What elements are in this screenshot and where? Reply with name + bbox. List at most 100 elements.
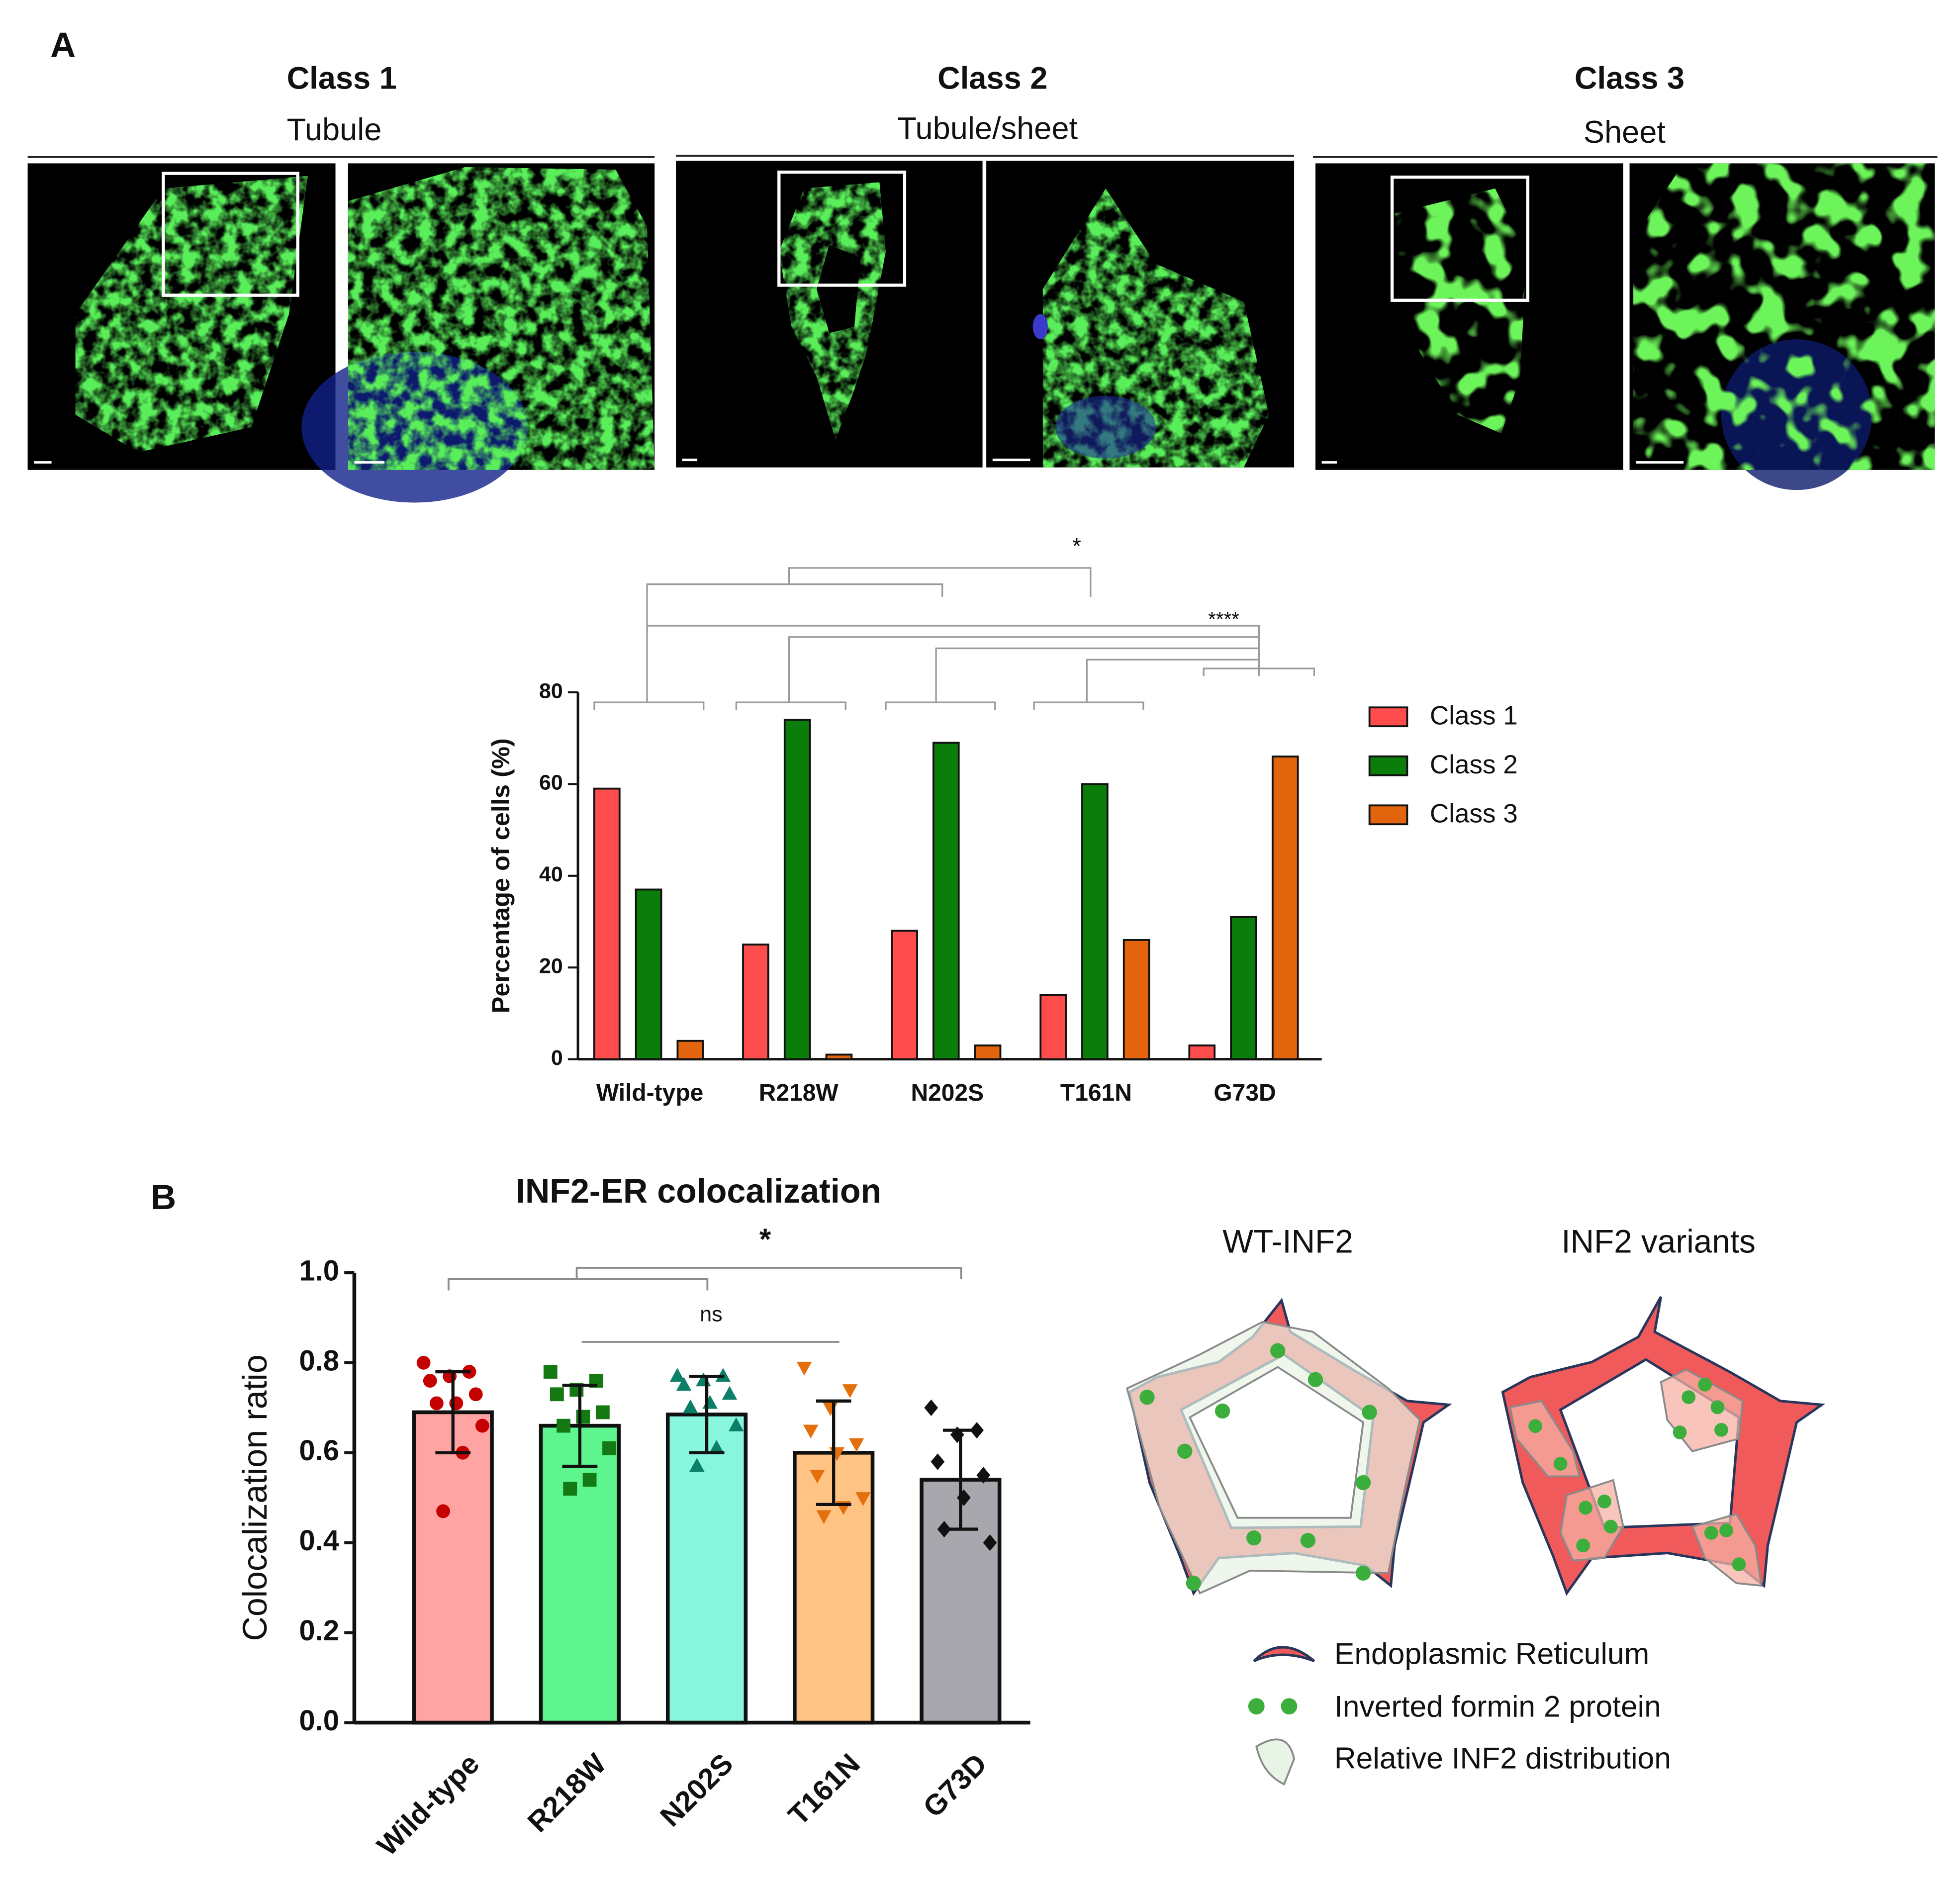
y-tick-label: 40 [539, 862, 563, 886]
cell [1633, 163, 1935, 470]
inf2-distribution [1125, 1321, 1421, 1595]
y-tick-label: 20 [539, 954, 563, 978]
class-subtitle: Tubule/sheet [897, 111, 1078, 146]
y-tick-label: 0.8 [299, 1344, 339, 1377]
point [423, 1374, 437, 1388]
dot [1355, 1475, 1371, 1491]
cell [348, 167, 655, 470]
bar [665, 1413, 748, 1725]
legend-dot-icon [1281, 1698, 1298, 1715]
class-title: Class 1 [287, 61, 397, 95]
dot [1246, 1530, 1262, 1546]
point [696, 1372, 711, 1387]
dot [1681, 1390, 1696, 1405]
dot [1300, 1533, 1316, 1548]
microscopy-headers: Class 1 Tubule Class 2 Tubule/sheet Clas… [27, 61, 1938, 158]
x-tick-label: T161N [782, 1747, 866, 1831]
nucleus [1032, 314, 1048, 340]
x-tick-label: Wild-type [371, 1747, 485, 1862]
point [582, 1473, 597, 1487]
point [728, 1417, 744, 1431]
bar [920, 1478, 1002, 1725]
point [855, 1492, 871, 1506]
y-tick-label: 80 [539, 679, 563, 703]
point [595, 1405, 610, 1419]
bar [974, 1044, 1002, 1060]
point [430, 1396, 444, 1411]
inf2-dots [1139, 1343, 1377, 1591]
zoom-box [162, 172, 299, 297]
point [682, 1399, 698, 1414]
y-tick-label: 1.0 [299, 1254, 339, 1287]
x-tick-label: R218W [521, 1747, 612, 1838]
y-axis-label: Colocalization ratio [236, 1354, 274, 1641]
significance: **** [1208, 608, 1239, 631]
y-axis-label: Percentage of cells (%) [486, 738, 515, 1013]
dot [1579, 1501, 1593, 1515]
dot [1576, 1538, 1590, 1553]
point [416, 1356, 431, 1370]
point [957, 1489, 971, 1506]
legend-label: Class 2 [1430, 750, 1518, 779]
point [689, 1458, 705, 1472]
dot [1214, 1403, 1230, 1419]
class-subtitle: Tubule [287, 112, 382, 147]
legend-text: Relative INF2 distribution [1334, 1741, 1671, 1775]
bar [891, 930, 918, 1060]
x-tick-label: T161N [1060, 1080, 1132, 1106]
panel-label: A [50, 25, 76, 65]
class-title: Class 2 [937, 61, 1047, 95]
bar [1188, 1044, 1216, 1060]
error-bar [689, 1374, 725, 1455]
bar [635, 888, 662, 1060]
significance-brackets [593, 567, 1315, 710]
dot [1732, 1557, 1746, 1572]
bar [825, 1053, 853, 1060]
point [702, 1395, 718, 1409]
point [557, 1418, 570, 1433]
microscopy-images [27, 161, 1935, 503]
bar [742, 944, 769, 1060]
significance-brackets [448, 1267, 962, 1343]
point [796, 1361, 812, 1376]
legend-label: Class 3 [1430, 799, 1518, 829]
dot [1177, 1443, 1193, 1459]
significance: ns [700, 1302, 722, 1326]
bar [539, 1423, 621, 1725]
group-bracket [593, 667, 1315, 710]
bracket [646, 625, 1260, 703]
error-bar [562, 1384, 598, 1468]
point [550, 1387, 564, 1402]
error-bar [816, 1399, 851, 1507]
legend-swatch [1368, 755, 1408, 776]
legend-swatch [1368, 706, 1408, 728]
cell [779, 182, 886, 440]
point [842, 1384, 858, 1398]
y-tick-label: 0.4 [299, 1524, 339, 1557]
point [810, 1469, 825, 1484]
significance: * [1072, 533, 1081, 559]
x-tick-label: R218W [759, 1080, 839, 1106]
bracket [448, 1267, 962, 1343]
point [709, 1440, 725, 1454]
dot [1139, 1390, 1155, 1405]
error-bar [942, 1428, 978, 1531]
bar [1039, 994, 1067, 1060]
er-wt [1125, 1298, 1452, 1596]
dot [1710, 1400, 1725, 1415]
dot [1528, 1419, 1542, 1433]
er-variant [1501, 1296, 1826, 1596]
inf2-dots [1528, 1378, 1746, 1572]
bracket [646, 567, 1092, 626]
nucleus [1055, 395, 1156, 459]
diagram-title: WT-INF2 [1222, 1223, 1353, 1259]
bar [412, 1410, 494, 1725]
bar [676, 1040, 704, 1060]
dot [1673, 1425, 1687, 1439]
point [436, 1504, 450, 1518]
y-tick-label: 0 [551, 1046, 563, 1070]
diagram-title: INF2 variants [1561, 1223, 1756, 1259]
legend-text: Inverted formin 2 protein [1334, 1690, 1661, 1723]
zoom-box [777, 170, 907, 287]
x-tick-label: N202S [654, 1747, 740, 1833]
